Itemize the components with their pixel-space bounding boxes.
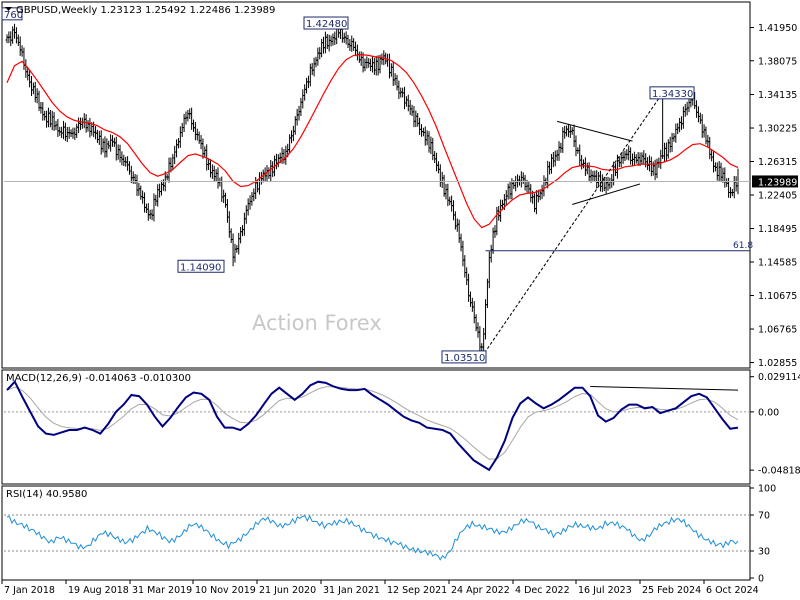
rsi-tick-label: 30 [758, 547, 770, 558]
x-tick-label: 12 Sep 2021 [387, 585, 447, 596]
fib-618-label: 61.8 [733, 241, 753, 251]
dashed-trendline [481, 92, 664, 358]
price-annotation-box [441, 350, 487, 364]
macd-layer [4, 379, 750, 472]
macd-tick-label: 0.029114 [758, 372, 800, 383]
rsi-tick-label: 0 [758, 574, 764, 585]
rsi-line [6, 514, 739, 561]
price-tick-label: 1.18495 [758, 224, 797, 235]
rsi-tick-label: 100 [758, 484, 776, 495]
price-panel-frame [1, 1, 751, 369]
price-tick-label: 1.30225 [758, 124, 797, 135]
current-price-label: 1.23989 [758, 177, 797, 188]
price-annotation-label: 1.14090 [180, 262, 221, 273]
price-annotation-label: 1.42480 [306, 19, 347, 30]
x-tick-label: 16 Jul 2023 [578, 585, 632, 596]
macd-panel-frame [1, 369, 751, 485]
x-tick-label: 21 Jun 2020 [259, 585, 316, 596]
x-tick-label: 31 Mar 2019 [132, 585, 192, 596]
price-tick-label: 1.02855 [758, 358, 797, 369]
macd-trendline [590, 386, 739, 391]
rsi-tick-label: 70 [758, 511, 770, 522]
price-annotation-label: 1.34330 [652, 89, 693, 100]
price-tick-label: 1.22405 [758, 191, 797, 202]
triangle-lower-line [572, 183, 641, 205]
price-tick-label: 1.14585 [758, 258, 797, 269]
current-price-box [752, 175, 798, 188]
macd-tick-label: -0.048189 [758, 466, 800, 477]
price-panel-header: GBPUSD,Weekly 1.23123 1.25492 1.22486 1.… [16, 5, 275, 16]
chart-menu-arrow-icon[interactable] [5, 7, 12, 11]
x-tick-label: 7 Jan 2018 [4, 585, 55, 596]
price-annotation-box [177, 259, 225, 273]
rsi-panel-frame [1, 485, 751, 581]
x-tick-label: 31 Jan 2021 [323, 585, 380, 596]
rsi-panel-header: RSI(14) 40.9580 [6, 489, 87, 500]
price-annotation-label: 1.03510 [444, 353, 485, 364]
x-tick-label: 25 Feb 2024 [642, 585, 701, 596]
price-annotation-box [303, 16, 349, 30]
price-annotation-label: 760 [4, 10, 23, 21]
macd-tick-label: 0.00 [758, 407, 779, 418]
macd-signal-line [6, 386, 739, 460]
price-tick-label: 1.41950 [758, 23, 797, 34]
rsi-layer [4, 514, 750, 561]
price-tick-label: 1.10675 [758, 291, 797, 302]
price-annotation-box [1, 7, 23, 21]
x-tick-label: 24 Apr 2022 [451, 585, 510, 596]
price-layer: 61.8 760 1.42480 1.34330 1.14090 1.03510 [1, 7, 753, 364]
x-tick-label: 6 Oct 2024 [706, 585, 759, 596]
price-tick-label: 1.06765 [758, 325, 797, 336]
price-annotation-box [649, 86, 695, 100]
triangle-upper-line [557, 120, 633, 142]
y-axis-labels: 1.41950 1.38075 1.34135 1.30225 1.26315 1.224… [750, 23, 800, 585]
x-tick-label: 10 Nov 2019 [195, 585, 256, 596]
x-tick-label: 4 Dec 2022 [515, 585, 570, 596]
price-tick-label: 1.34135 [758, 90, 797, 101]
macd-line [6, 379, 739, 472]
moving-average-line [6, 53, 739, 229]
price-tick-label: 1.26315 [758, 157, 797, 168]
x-tick-label: 19 Aug 2018 [68, 585, 129, 596]
x-axis-labels: 7 Jan 2018 19 Aug 2018 31 Mar 2019 10 Nov 2… [1, 580, 759, 596]
price-tick-label: 1.38075 [758, 56, 797, 67]
watermark: Action Forex [252, 311, 382, 335]
macd-panel-header: MACD(12,26,9) -0.014063 -0.010300 [6, 373, 191, 384]
